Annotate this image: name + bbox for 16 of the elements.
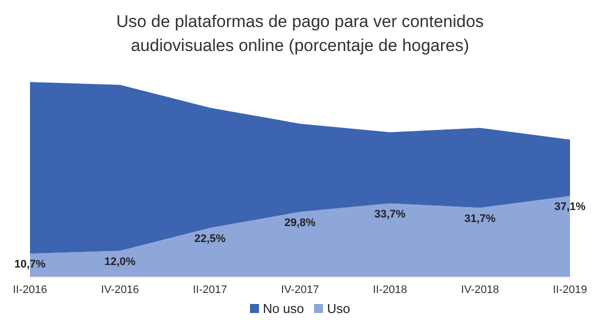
x-tick-label: II-2018 [372,284,408,296]
x-tick-label: IV-2018 [461,284,499,296]
x-tick-label: II-2019 [552,284,588,296]
data-label: 37,1% [554,200,586,213]
x-tick-label: IV-2016 [101,284,139,296]
data-label: 33,7% [374,208,406,220]
chart-title: Uso de plataformas de pago para ver contenidos audiovisuales online (porcentaje de hogares) [115,11,485,57]
x-tick-label: II-2017 [192,284,228,296]
data-label: 12,0% [104,256,136,268]
legend-label: No uso [262,301,304,316]
data-label: 22,5% [194,232,226,245]
data-label: 29,8% [284,216,316,229]
x-tick-label: II-2016 [12,284,48,296]
data-label: 31,7% [464,212,496,225]
legend-label: Uso [326,301,350,316]
x-tick-label: IV-2017 [281,284,319,296]
